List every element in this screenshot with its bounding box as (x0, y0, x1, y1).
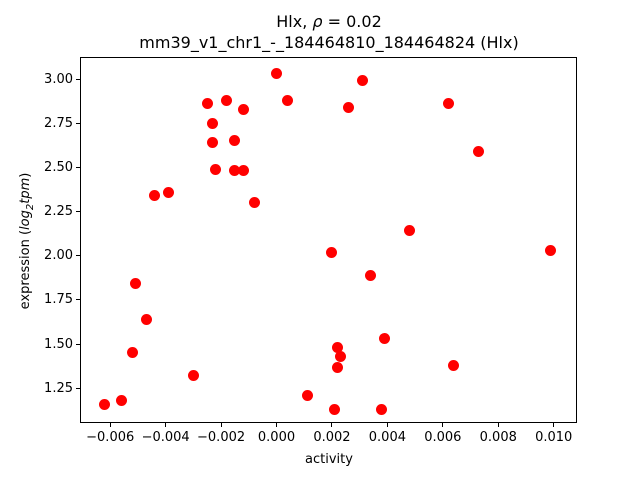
x-tick-label: 0.008 (479, 430, 517, 445)
data-point (99, 398, 111, 410)
data-point (221, 94, 233, 106)
x-tick-label: −0.006 (86, 430, 135, 445)
data-point (343, 101, 355, 113)
chart-title: Hlx, ρ = 0.02 (276, 12, 381, 31)
y-tick-label: 2.75 (44, 115, 73, 131)
y-tick-mark (76, 211, 80, 213)
chart-subtitle: mm39_v1_chr1_-_184464810_184464824 (Hlx) (139, 33, 519, 52)
y-label-tpm: tpm (18, 177, 34, 204)
data-point (210, 163, 222, 175)
x-tick-mark (109, 423, 111, 427)
data-point (201, 98, 213, 110)
y-tick-label: 1.75 (44, 292, 73, 308)
y-tick-mark (76, 78, 80, 80)
x-tick-mark (553, 423, 555, 427)
x-tick-label: −0.002 (197, 430, 246, 445)
y-tick-label: 1.50 (44, 336, 73, 352)
data-point (271, 68, 283, 80)
x-tick-mark (220, 423, 222, 427)
data-point (301, 389, 313, 401)
data-point (162, 186, 174, 198)
data-point (126, 347, 138, 359)
data-point (326, 246, 338, 258)
x-tick-mark (386, 423, 388, 427)
y-tick-label: 1.25 (44, 380, 73, 396)
x-axis-label: activity (305, 452, 353, 467)
data-point (237, 165, 249, 177)
x-tick-label: 0.004 (368, 430, 406, 445)
x-tick-mark (276, 423, 278, 427)
y-tick-mark (76, 255, 80, 257)
y-tick-label: 2.25 (44, 204, 73, 220)
data-point (129, 278, 141, 290)
y-axis-label: expression (log2tpm) (18, 173, 36, 310)
title-rho-symbol: ρ (312, 12, 323, 31)
plot-area (80, 57, 577, 423)
x-tick-mark (331, 423, 333, 427)
data-point (149, 190, 161, 202)
data-point (545, 244, 557, 256)
data-point (229, 135, 241, 147)
x-tick-label: 0.000 (257, 430, 296, 445)
y-tick-label: 3.00 (44, 71, 73, 87)
data-point (376, 403, 388, 415)
y-tick-mark (76, 122, 80, 124)
x-tick-mark (165, 423, 167, 427)
data-point (207, 137, 219, 149)
y-tick-label: 2.00 (44, 248, 73, 264)
title-rho-value: = 0.02 (322, 12, 382, 31)
data-point (356, 75, 368, 87)
data-point (332, 361, 343, 373)
y-tick-mark (76, 299, 80, 301)
x-tick-label: 0.010 (535, 430, 573, 445)
y-tick-label: 2.50 (44, 159, 73, 175)
data-point (442, 98, 454, 110)
data-point (229, 165, 241, 177)
x-tick-label: 0.002 (313, 430, 351, 445)
data-point (207, 117, 219, 129)
data-point (140, 313, 152, 325)
y-tick-mark (76, 166, 80, 168)
x-tick-label: −0.004 (141, 430, 190, 445)
data-point (404, 225, 416, 237)
data-point (332, 342, 343, 354)
data-point (282, 94, 294, 106)
data-point (365, 269, 377, 281)
data-point (329, 403, 341, 415)
data-point (473, 146, 485, 157)
y-tick-mark (76, 343, 80, 345)
y-tick-mark (76, 387, 80, 389)
data-point (248, 197, 260, 209)
title-gene: Hlx, (276, 12, 313, 31)
x-tick-mark (497, 423, 499, 427)
data-point (115, 395, 127, 407)
data-point (187, 370, 199, 382)
x-tick-label: 0.006 (424, 430, 462, 445)
data-point (334, 350, 346, 362)
data-point (448, 359, 460, 371)
data-point (379, 333, 391, 345)
data-point (237, 103, 249, 115)
x-tick-mark (442, 423, 444, 427)
